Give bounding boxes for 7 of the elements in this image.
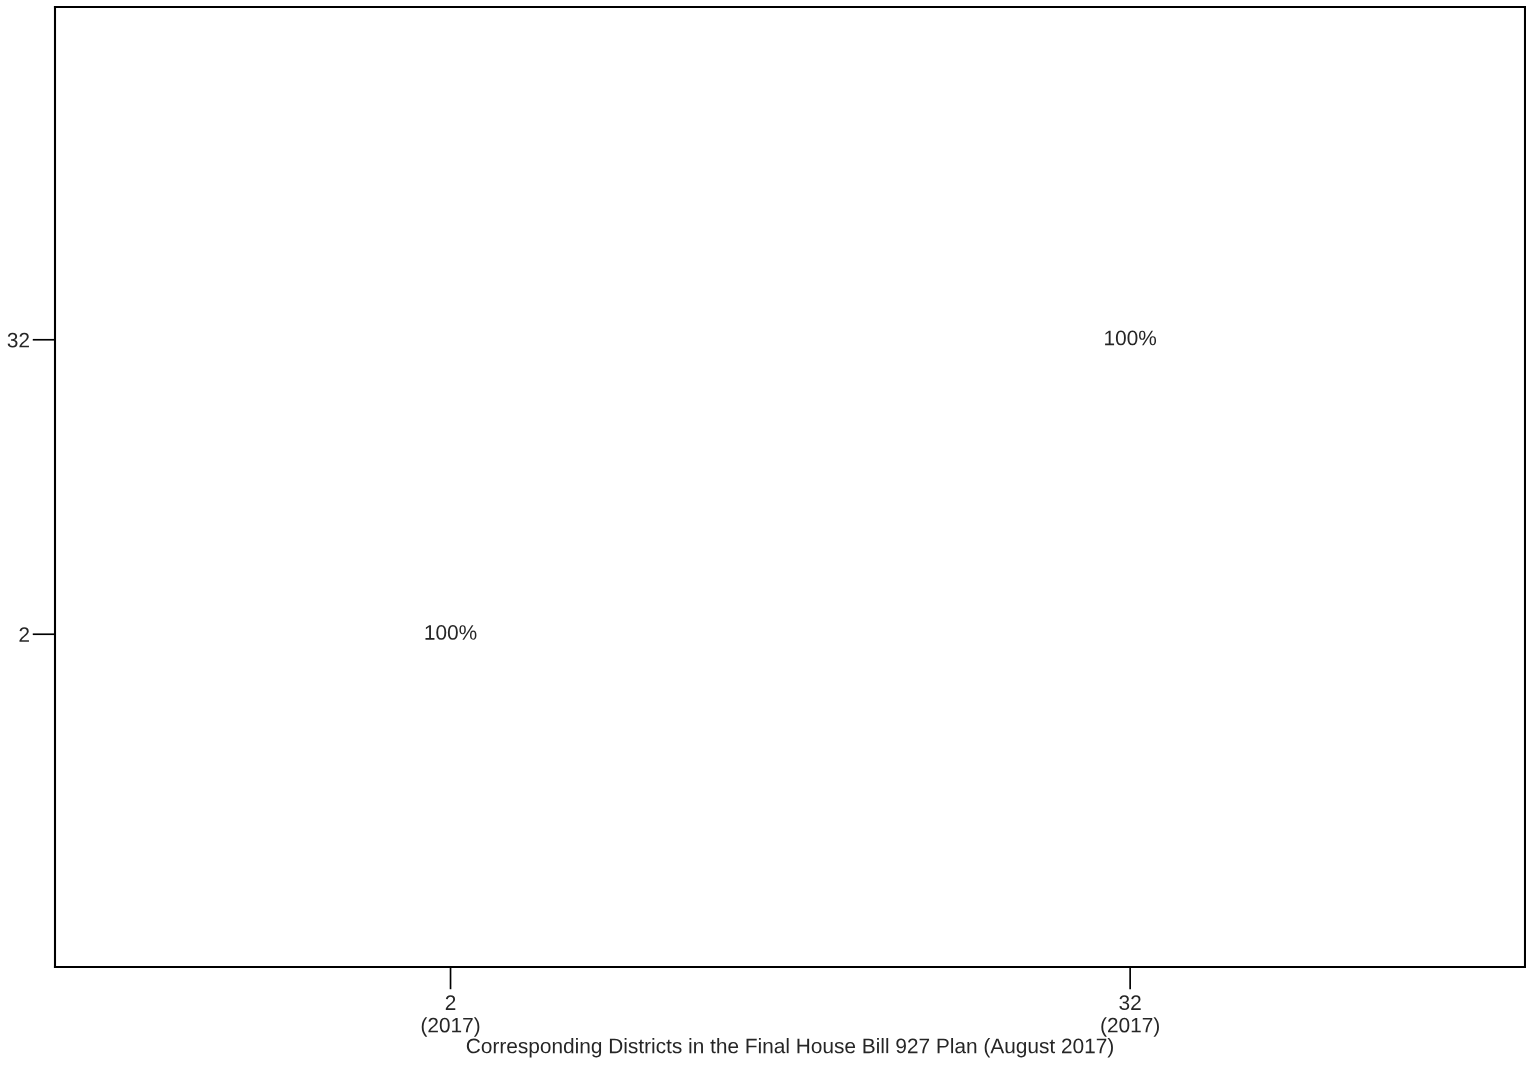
y-tick-label: 32: [7, 332, 29, 348]
x-tick-label: 32 (2017): [1101, 995, 1159, 1037]
y-tick-label: 2: [19, 627, 29, 642]
data-label: 100%: [1105, 330, 1157, 346]
x-axis-title: Corresponding Districts in the Final House Bill 927 Plan (August 2017): [466, 1038, 1113, 1058]
x-tick-label: 2 (2017): [421, 995, 480, 1037]
data-label: 100%: [425, 625, 477, 640]
